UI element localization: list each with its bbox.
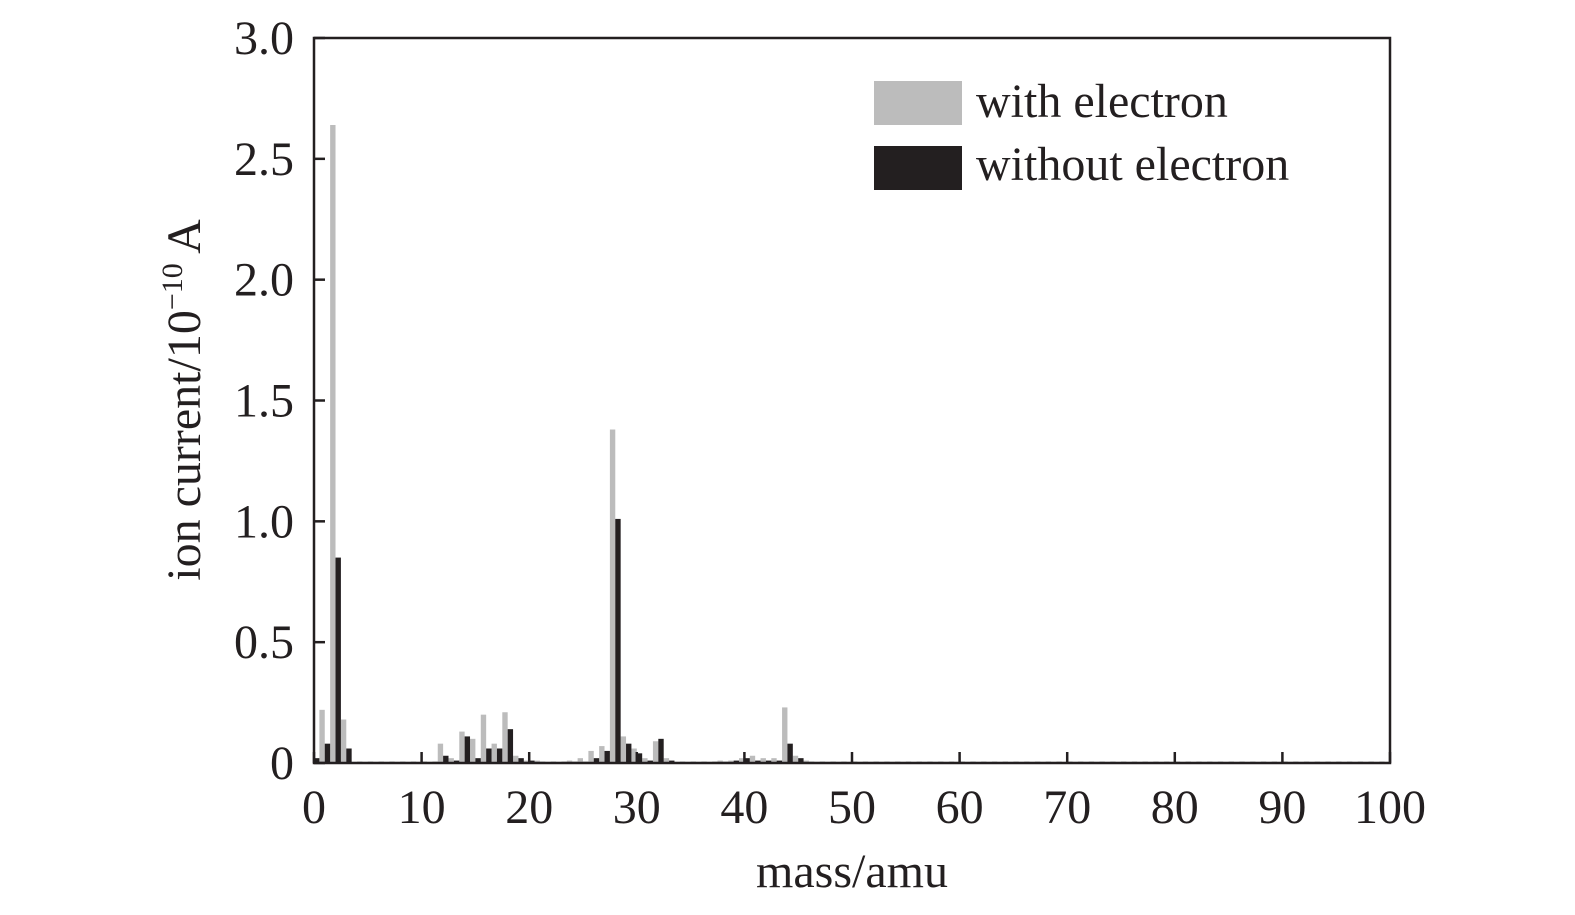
bar [502, 712, 508, 763]
bars-layer [314, 125, 1390, 763]
bar [491, 743, 497, 763]
bar [470, 738, 476, 763]
series-with-electron [319, 125, 1390, 763]
bar [340, 719, 347, 763]
bar [346, 748, 352, 763]
bar [496, 748, 503, 763]
legend-label-without-electron: without electron [976, 138, 1289, 191]
y-axis-title-prefix: ion current/10 [158, 310, 211, 581]
bar [335, 557, 341, 763]
bar [593, 758, 600, 763]
y-tick-label: 3.0 [234, 12, 294, 65]
bar [771, 758, 777, 763]
y-tick-label: 2.0 [234, 254, 294, 307]
bar [642, 758, 648, 763]
bar [609, 429, 616, 763]
bar [443, 755, 449, 763]
bar [448, 758, 454, 763]
bar [588, 750, 594, 763]
bar [615, 518, 621, 763]
x-tick-label: 80 [1151, 781, 1199, 834]
bar [330, 125, 336, 763]
legend: with electron without electron [874, 75, 1289, 191]
legend-swatch-without-electron [874, 146, 962, 190]
ticks-layer: 0 10 20 30 40 50 60 70 80 90 100 0 0.5 1.0 1.5 2.0 2.5 3.… [234, 12, 1426, 834]
bar [319, 709, 325, 763]
series-without-electron [314, 518, 1385, 763]
bar [749, 755, 756, 763]
y-tick-label: 1.0 [234, 495, 294, 548]
x-axis-title: mass/amu [756, 845, 948, 898]
y-tick-label: 2.5 [234, 133, 294, 186]
bar [787, 743, 793, 763]
y-axis-title-exponent: −10 [156, 263, 189, 310]
legend-label-with-electron: with electron [976, 75, 1228, 128]
bar [475, 758, 481, 763]
x-tick-label: 20 [505, 781, 553, 834]
bar [760, 758, 766, 763]
x-tick-label: 100 [1354, 781, 1426, 834]
bar [464, 736, 471, 763]
bar [480, 714, 487, 763]
y-tick-label: 1.5 [234, 375, 294, 428]
y-axis-title: ion current/10−10 A [156, 219, 211, 581]
bar [663, 758, 670, 763]
legend-swatch-with-electron [874, 81, 962, 125]
x-tick-label: 90 [1258, 781, 1306, 834]
y-tick-label: 0.5 [234, 616, 294, 669]
x-tick-label: 40 [720, 781, 768, 834]
bar [792, 755, 799, 763]
bar [636, 753, 643, 763]
bar [599, 746, 605, 763]
bar [782, 707, 788, 763]
bar [652, 741, 659, 763]
x-tick-label: 0 [302, 781, 326, 834]
bar [604, 750, 610, 763]
bar [459, 731, 465, 763]
bar [507, 729, 514, 763]
bar [798, 758, 804, 763]
bar [744, 758, 750, 763]
bar [314, 758, 320, 763]
bar [658, 738, 664, 763]
x-tick-label: 70 [1043, 781, 1091, 834]
y-axis-title-suffix: A [158, 219, 211, 263]
bar [577, 758, 583, 763]
y-tick-label: 0 [270, 737, 294, 790]
bar [518, 758, 524, 763]
x-tick-label: 50 [828, 781, 876, 834]
bar [324, 743, 331, 763]
bar [486, 748, 492, 763]
bar [626, 743, 632, 763]
x-tick-label: 30 [613, 781, 661, 834]
bar [631, 748, 637, 763]
bar [437, 743, 444, 763]
x-tick-label: 60 [936, 781, 984, 834]
x-tick-label: 10 [398, 781, 446, 834]
bar [739, 758, 745, 763]
bar [620, 736, 627, 763]
bar [513, 755, 519, 763]
